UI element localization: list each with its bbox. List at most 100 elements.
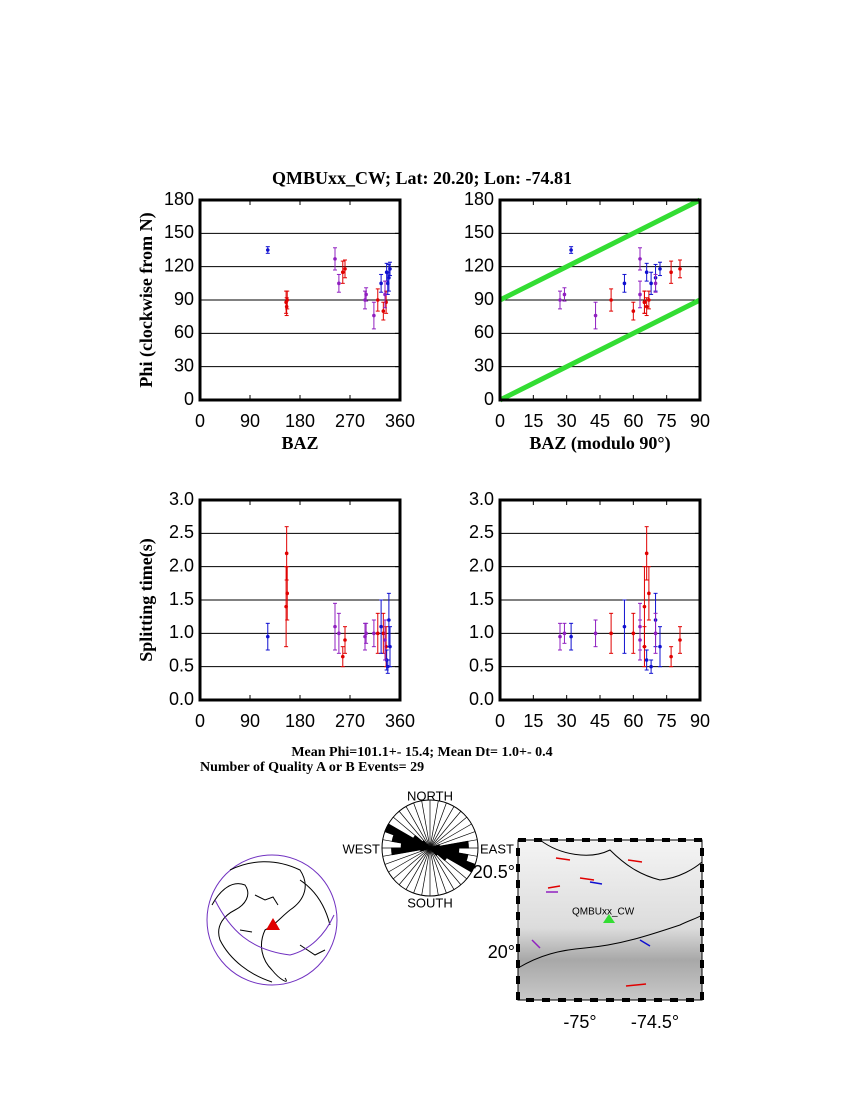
station-label: QMBUxx_CW: [572, 907, 635, 918]
x-tick-label: 360: [385, 711, 415, 731]
data-point: [385, 664, 390, 669]
plot-frame: [198, 198, 402, 402]
lon-label: -74.5°: [631, 1012, 679, 1032]
x-tick-label: 45: [590, 711, 610, 731]
data-point: [649, 281, 653, 286]
y-tick-label: 180: [464, 189, 494, 209]
data-point: [631, 309, 636, 313]
data-point: [642, 300, 647, 305]
y-tick-label: 1.0: [169, 622, 194, 642]
x-tick-label: 90: [240, 411, 260, 431]
y-tick-label: 0.5: [469, 655, 494, 675]
data-point: [647, 298, 651, 302]
x-tick-label: 45: [590, 411, 610, 431]
y-tick-label: 2.5: [469, 522, 494, 542]
rose-wedge: [391, 847, 431, 856]
x-tick-label: 15: [523, 411, 543, 431]
y-tick-label: 120: [164, 255, 194, 275]
data-point: [364, 292, 368, 297]
x-tick-label: 15: [523, 711, 543, 731]
rose-wedge: [421, 839, 431, 849]
data-point: [569, 634, 573, 639]
stats-line: Mean Phi=101.1+- 15.4; Mean Dt= 1.0+- 0.…: [291, 745, 552, 760]
y-tick-label: 1.5: [469, 589, 494, 609]
y-tick-label: 3.0: [169, 489, 194, 509]
x-tick-label: 30: [557, 711, 577, 731]
data-point: [622, 281, 627, 286]
lon-label: -75°: [563, 1012, 596, 1032]
x-tick-label: 0: [495, 411, 505, 431]
data-point: [669, 270, 673, 275]
data-point: [265, 248, 270, 252]
data-point: [285, 591, 290, 596]
data-point: [333, 624, 337, 629]
rose-label: SOUTH: [407, 895, 453, 910]
data-point: [381, 309, 386, 313]
data-point: [653, 631, 658, 636]
plot-frame: [198, 498, 402, 702]
data-point: [638, 257, 642, 261]
data-point: [388, 644, 392, 649]
data-point: [375, 631, 380, 636]
data-point: [558, 298, 562, 302]
x-tick-label: 90: [690, 711, 710, 731]
x-tick-label: 90: [240, 711, 260, 731]
y-tick-label: 0.0: [169, 689, 194, 709]
y-axis-label: Phi (clockwise from N): [136, 212, 157, 387]
y-tick-label: 2.5: [169, 522, 194, 542]
y-tick-label: 1.0: [469, 622, 494, 642]
x-tick-label: 180: [285, 711, 315, 731]
y-tick-label: 30: [474, 355, 494, 375]
plot-frame: [498, 498, 702, 702]
y-tick-label: 150: [464, 222, 494, 242]
data-point: [562, 292, 567, 297]
rose-wedge: [429, 840, 469, 849]
rose-label: WEST: [342, 841, 380, 856]
data-point: [284, 551, 289, 556]
data-point: [569, 248, 573, 252]
data-point: [375, 298, 380, 302]
data-point: [658, 267, 662, 271]
data-point: [609, 298, 613, 302]
data-point: [343, 638, 347, 642]
y-tick-label: 90: [474, 289, 494, 309]
data-point: [383, 638, 387, 642]
y-tick-label: 60: [474, 322, 494, 342]
data-point: [265, 634, 270, 639]
stats-line: Number of Quality A or B Events= 29: [200, 760, 424, 775]
y-tick-label: 0: [184, 389, 194, 409]
data-point: [593, 631, 598, 636]
data-point: [333, 257, 337, 261]
data-point: [379, 281, 383, 286]
data-point: [642, 644, 647, 649]
y-tick-label: 0.5: [169, 655, 194, 675]
data-point: [609, 631, 613, 636]
data-point: [285, 298, 290, 302]
rose-label: EAST: [480, 841, 514, 856]
data-point: [337, 281, 341, 286]
y-tick-label: 2.0: [169, 555, 194, 575]
globe: [206, 854, 338, 986]
x-axis-label: BAZ (modulo 90°): [529, 433, 670, 454]
reference-line: [498, 197, 702, 303]
y-tick-label: 30: [174, 355, 194, 375]
data-point: [644, 270, 649, 275]
y-tick-label: 0.0: [469, 689, 494, 709]
y-tick-label: 180: [164, 189, 194, 209]
x-tick-label: 180: [285, 411, 315, 431]
data-point: [372, 313, 376, 318]
data-point: [669, 654, 673, 659]
x-tick-label: 30: [557, 411, 577, 431]
y-axis-label: Splitting time(s): [136, 538, 157, 662]
data-point: [638, 638, 642, 642]
x-tick-label: 270: [335, 411, 365, 431]
data-point: [638, 292, 642, 297]
data-point: [340, 654, 345, 659]
y-tick-label: 0: [484, 389, 494, 409]
y-tick-label: 1.5: [169, 589, 194, 609]
data-point: [381, 631, 386, 636]
local-map: QMBUxx_CW 20.5° 20° -75° -74.5°: [473, 838, 704, 1032]
data-point: [622, 624, 627, 629]
y-tick-label: 2.0: [469, 555, 494, 575]
data-point: [642, 604, 647, 609]
